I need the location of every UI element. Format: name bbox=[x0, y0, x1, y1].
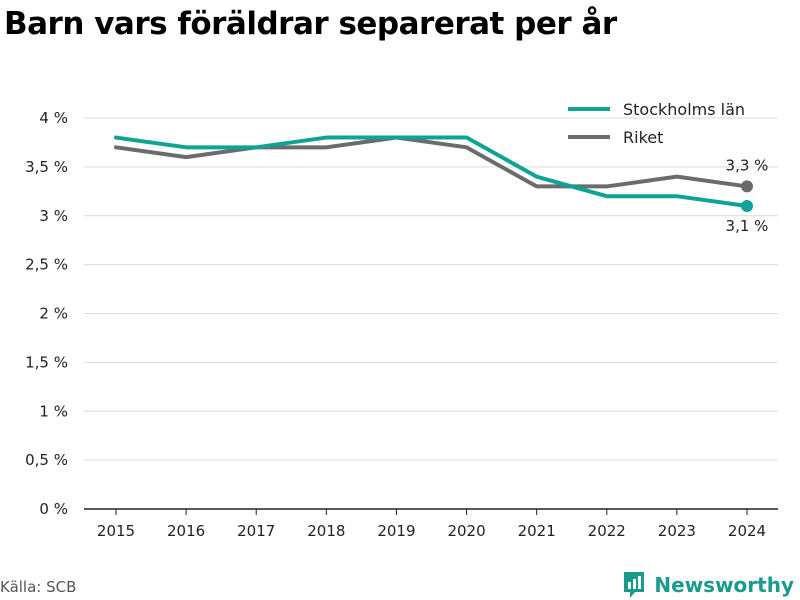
end-label-riket: 3,3 % bbox=[726, 156, 769, 174]
x-tick-label: 2019 bbox=[377, 522, 415, 540]
series-lines: 3,3 % 3,1 % bbox=[114, 135, 769, 235]
gridlines bbox=[84, 117, 778, 510]
y-tick-label: 0,5 % bbox=[25, 451, 68, 469]
chart-title: Barn vars föräldrar separerat per år bbox=[4, 6, 617, 42]
y-tick-label: 1,5 % bbox=[25, 353, 68, 371]
x-tick-label: 2017 bbox=[237, 522, 275, 540]
y-tick-label: 4 % bbox=[39, 109, 68, 127]
series-line-riket bbox=[114, 135, 749, 189]
x-tick-label: 2023 bbox=[658, 522, 696, 540]
end-point-riket bbox=[741, 180, 753, 193]
legend-label: Riket bbox=[623, 128, 663, 147]
legend: Stockholms län Riket bbox=[568, 100, 745, 147]
y-tick-label: 3,5 % bbox=[25, 158, 68, 176]
legend-label: Stockholms län bbox=[623, 100, 745, 119]
y-tick-label: 2 % bbox=[39, 305, 68, 323]
y-tick-label: 3 % bbox=[39, 207, 68, 225]
series-line-stockholms-lan bbox=[114, 135, 749, 208]
y-tick-label: 2,5 % bbox=[25, 256, 68, 274]
end-point-stockholms-lan bbox=[741, 199, 753, 212]
y-axis-ticks: 0 % 0,5 % 1 % 1,5 % 2 % 2,5 % 3 % 3,5 % 4 % bbox=[25, 109, 68, 518]
x-tick-label: 2020 bbox=[447, 522, 485, 540]
brand-name: Newsworthy bbox=[654, 573, 794, 597]
end-label-stockholms-lan: 3,1 % bbox=[726, 217, 769, 235]
x-tick-label: 2016 bbox=[167, 522, 205, 540]
x-tick-label: 2018 bbox=[307, 522, 345, 540]
newsworthy-logo-icon bbox=[624, 572, 645, 598]
x-axis-ticks: 2015 2016 2017 2018 2019 2020 2021 2022 2023 2024 bbox=[97, 509, 766, 540]
x-tick-label: 2024 bbox=[728, 522, 766, 540]
brand-logo: Newsworthy bbox=[622, 570, 794, 600]
x-tick-label: 2022 bbox=[588, 522, 626, 540]
y-tick-label: 0 % bbox=[39, 500, 68, 518]
x-tick-label: 2021 bbox=[518, 522, 556, 540]
x-tick-label: 2015 bbox=[97, 522, 135, 540]
y-tick-label: 1 % bbox=[39, 402, 68, 420]
source-note: Källa: SCB bbox=[0, 578, 77, 596]
